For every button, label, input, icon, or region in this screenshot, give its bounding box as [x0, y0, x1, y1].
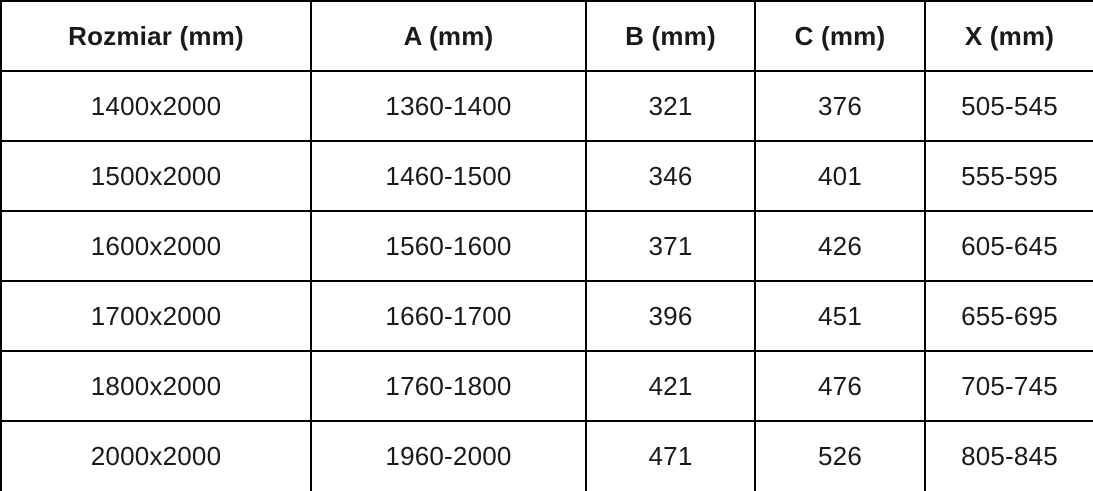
column-header-c: C (mm): [754, 0, 925, 71]
cell-a: 1960-2000: [310, 420, 586, 491]
cell-c: 476: [754, 350, 925, 421]
table-row: 1500x2000 1460-1500 346 401 555-595: [0, 140, 1093, 211]
cell-x: 655-695: [924, 280, 1093, 351]
column-header-x: X (mm): [924, 0, 1093, 71]
table-row: 1600x2000 1560-1600 371 426 605-645: [0, 210, 1093, 281]
cell-a: 1360-1400: [310, 70, 586, 141]
cell-x: 555-595: [924, 140, 1093, 211]
cell-c: 526: [754, 420, 925, 491]
column-header-b: B (mm): [585, 0, 755, 71]
cell-size: 2000x2000: [0, 420, 311, 491]
cell-size: 1600x2000: [0, 210, 311, 281]
cell-a: 1460-1500: [310, 140, 586, 211]
table-header-row: Rozmiar (mm) A (mm) B (mm) C (mm) X (mm): [0, 0, 1093, 71]
cell-b: 471: [585, 420, 755, 491]
cell-size: 1700x2000: [0, 280, 311, 351]
cell-b: 396: [585, 280, 755, 351]
cell-a: 1760-1800: [310, 350, 586, 421]
cell-a: 1560-1600: [310, 210, 586, 281]
cell-b: 346: [585, 140, 755, 211]
table-row: 1400x2000 1360-1400 321 376 505-545: [0, 70, 1093, 141]
cell-size: 1500x2000: [0, 140, 311, 211]
column-header-a: A (mm): [310, 0, 586, 71]
cell-b: 321: [585, 70, 755, 141]
cell-x: 505-545: [924, 70, 1093, 141]
cell-a: 1660-1700: [310, 280, 586, 351]
cell-x: 705-745: [924, 350, 1093, 421]
cell-b: 371: [585, 210, 755, 281]
cell-c: 426: [754, 210, 925, 281]
cell-size: 1800x2000: [0, 350, 311, 421]
cell-b: 421: [585, 350, 755, 421]
table-header: Rozmiar (mm) A (mm) B (mm) C (mm) X (mm): [0, 0, 1093, 71]
cell-size: 1400x2000: [0, 70, 311, 141]
table-body: 1400x2000 1360-1400 321 376 505-545 1500…: [0, 70, 1093, 491]
cell-c: 451: [754, 280, 925, 351]
cell-x: 805-845: [924, 420, 1093, 491]
cell-c: 376: [754, 70, 925, 141]
table-row: 2000x2000 1960-2000 471 526 805-845: [0, 420, 1093, 491]
column-header-size: Rozmiar (mm): [0, 0, 311, 71]
table-row: 1800x2000 1760-1800 421 476 705-745: [0, 350, 1093, 421]
table-row: 1700x2000 1660-1700 396 451 655-695: [0, 280, 1093, 351]
cell-c: 401: [754, 140, 925, 211]
cell-x: 605-645: [924, 210, 1093, 281]
